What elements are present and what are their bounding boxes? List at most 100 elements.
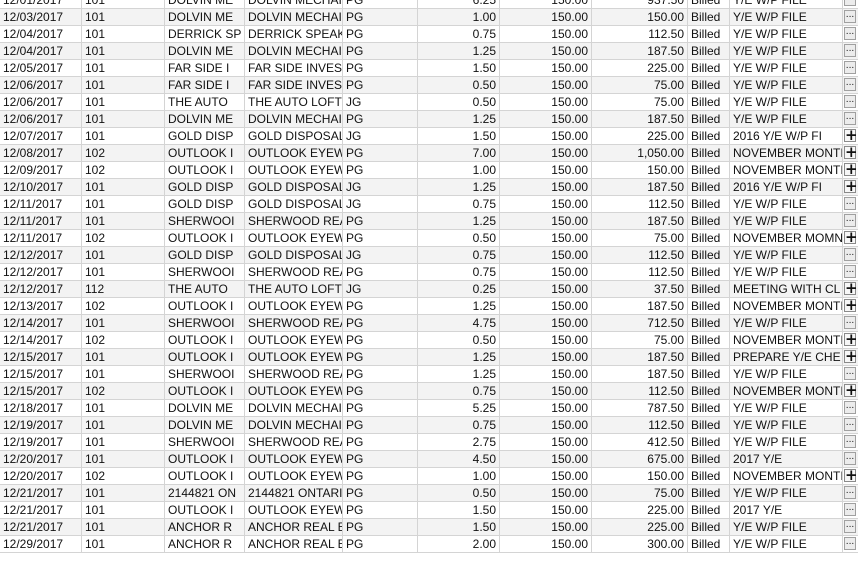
status-cell[interactable]: Billed bbox=[688, 94, 730, 110]
client-name-cell[interactable]: ANCHOR REAL E bbox=[245, 519, 343, 535]
table-row[interactable]: 12/12/2017 101 SHERWOOI SHERWOOD REA PG 0.75 1… bbox=[0, 264, 858, 281]
amount-cell[interactable]: 112.50 bbox=[592, 417, 688, 433]
entry-date-cell[interactable]: 12/19/2017 bbox=[0, 417, 82, 433]
expand-plus-button[interactable]: + bbox=[844, 468, 858, 484]
hours-cell[interactable]: 1.00 bbox=[418, 468, 500, 484]
more-options-button[interactable]: ... bbox=[844, 367, 856, 380]
description-cell[interactable]: NOVEMBER MONTI bbox=[730, 332, 843, 348]
client-name-cell[interactable]: SHERWOOD REA bbox=[245, 434, 343, 450]
more-options-button[interactable]: ... bbox=[844, 197, 856, 210]
client-name-cell[interactable]: OUTLOOK EYEWI bbox=[245, 298, 343, 314]
more-options-button[interactable]: ... bbox=[844, 452, 856, 465]
rate-cell[interactable]: 150.00 bbox=[500, 349, 592, 365]
employee-cell[interactable]: PG bbox=[343, 417, 418, 433]
entry-date-cell[interactable]: 12/12/2017 bbox=[0, 281, 82, 297]
employee-cell[interactable]: PG bbox=[343, 111, 418, 127]
more-options-button[interactable]: ... bbox=[844, 435, 856, 448]
client-code-cell[interactable]: DOLVIN ME bbox=[165, 9, 245, 25]
employee-cell[interactable]: PG bbox=[343, 468, 418, 484]
task-code-cell[interactable]: 102 bbox=[82, 332, 165, 348]
more-options-button[interactable]: ... bbox=[844, 537, 856, 550]
rate-cell[interactable]: 150.00 bbox=[500, 383, 592, 399]
task-code-cell[interactable]: 101 bbox=[82, 26, 165, 42]
entry-date-cell[interactable]: 12/12/2017 bbox=[0, 247, 82, 263]
entry-date-cell[interactable]: 12/20/2017 bbox=[0, 468, 82, 484]
rate-cell[interactable]: 150.00 bbox=[500, 60, 592, 76]
client-code-cell[interactable]: SHERWOOI bbox=[165, 213, 245, 229]
amount-cell[interactable]: 112.50 bbox=[592, 264, 688, 280]
table-row[interactable]: 12/19/2017 101 DOLVIN ME DOLVIN MECHAI PG 0.7… bbox=[0, 417, 858, 434]
rate-cell[interactable]: 150.00 bbox=[500, 26, 592, 42]
amount-cell[interactable]: 187.50 bbox=[592, 111, 688, 127]
rate-cell[interactable]: 150.00 bbox=[500, 230, 592, 246]
description-cell[interactable]: PREPARE Y/E CHE bbox=[730, 349, 843, 365]
entry-date-cell[interactable]: 12/19/2017 bbox=[0, 434, 82, 450]
entry-date-cell[interactable]: 12/01/2017 bbox=[0, 0, 82, 8]
task-code-cell[interactable]: 101 bbox=[82, 536, 165, 552]
client-code-cell[interactable]: OUTLOOK I bbox=[165, 230, 245, 246]
table-row[interactable]: 12/06/2017 101 DOLVIN ME DOLVIN MECHAI PG 1.2… bbox=[0, 111, 858, 128]
more-options-button[interactable]: ... bbox=[844, 10, 856, 23]
rate-cell[interactable]: 150.00 bbox=[500, 9, 592, 25]
client-name-cell[interactable]: DOLVIN MECHAI bbox=[245, 400, 343, 416]
task-code-cell[interactable]: 101 bbox=[82, 366, 165, 382]
entry-date-cell[interactable]: 12/15/2017 bbox=[0, 349, 82, 365]
client-name-cell[interactable]: DERRICK SPEAKN bbox=[245, 26, 343, 42]
description-cell[interactable]: Y/E W/P FILE bbox=[730, 60, 843, 76]
status-cell[interactable]: Billed bbox=[688, 366, 730, 382]
client-name-cell[interactable]: OUTLOOK EYEWI bbox=[245, 502, 343, 518]
table-row[interactable]: 12/21/2017 101 2144821 ON 2144821 ONTARI PG 0… bbox=[0, 485, 858, 502]
amount-cell[interactable]: 112.50 bbox=[592, 383, 688, 399]
client-code-cell[interactable]: DOLVIN ME bbox=[165, 417, 245, 433]
task-code-cell[interactable]: 112 bbox=[82, 281, 165, 297]
entry-date-cell[interactable]: 12/06/2017 bbox=[0, 94, 82, 110]
description-cell[interactable]: Y/E W/P FILE bbox=[730, 400, 843, 416]
description-cell[interactable]: Y/E W/P FILE bbox=[730, 196, 843, 212]
rate-cell[interactable]: 150.00 bbox=[500, 315, 592, 331]
client-name-cell[interactable]: GOLD DISPOSAL bbox=[245, 247, 343, 263]
amount-cell[interactable]: 225.00 bbox=[592, 502, 688, 518]
description-cell[interactable]: NOVEMBER MONTI bbox=[730, 298, 843, 314]
hours-cell[interactable]: 0.50 bbox=[418, 94, 500, 110]
expand-plus-button[interactable]: + bbox=[844, 332, 858, 348]
client-code-cell[interactable]: ANCHOR R bbox=[165, 519, 245, 535]
client-code-cell[interactable]: GOLD DISP bbox=[165, 128, 245, 144]
employee-cell[interactable]: JG bbox=[343, 247, 418, 263]
status-cell[interactable]: Billed bbox=[688, 77, 730, 93]
rate-cell[interactable]: 150.00 bbox=[500, 281, 592, 297]
client-code-cell[interactable]: ANCHOR R bbox=[165, 536, 245, 552]
task-code-cell[interactable]: 101 bbox=[82, 247, 165, 263]
employee-cell[interactable]: PG bbox=[343, 315, 418, 331]
client-code-cell[interactable]: GOLD DISP bbox=[165, 196, 245, 212]
expand-plus-button[interactable]: + bbox=[844, 128, 858, 144]
hours-cell[interactable]: 0.50 bbox=[418, 230, 500, 246]
more-options-button[interactable]: ... bbox=[844, 503, 856, 516]
client-code-cell[interactable]: OUTLOOK I bbox=[165, 162, 245, 178]
amount-cell[interactable]: 150.00 bbox=[592, 9, 688, 25]
amount-cell[interactable]: 37.50 bbox=[592, 281, 688, 297]
more-options-button[interactable]: ... bbox=[844, 27, 856, 40]
amount-cell[interactable]: 187.50 bbox=[592, 349, 688, 365]
more-options-button[interactable]: ... bbox=[844, 316, 856, 329]
amount-cell[interactable]: 300.00 bbox=[592, 536, 688, 552]
description-cell[interactable]: Y/E W/P FILE bbox=[730, 264, 843, 280]
task-code-cell[interactable]: 102 bbox=[82, 162, 165, 178]
entry-date-cell[interactable]: 12/15/2017 bbox=[0, 366, 82, 382]
entry-date-cell[interactable]: 12/21/2017 bbox=[0, 502, 82, 518]
description-cell[interactable]: Y/E W/P FILE bbox=[730, 94, 843, 110]
rate-cell[interactable]: 150.00 bbox=[500, 519, 592, 535]
client-name-cell[interactable]: OUTLOOK EYEWI bbox=[245, 332, 343, 348]
status-cell[interactable]: Billed bbox=[688, 230, 730, 246]
expand-plus-button[interactable]: + bbox=[844, 230, 858, 246]
amount-cell[interactable]: 187.50 bbox=[592, 298, 688, 314]
client-name-cell[interactable]: FAR SIDE INVESTI bbox=[245, 77, 343, 93]
entry-date-cell[interactable]: 12/20/2017 bbox=[0, 451, 82, 467]
task-code-cell[interactable]: 101 bbox=[82, 9, 165, 25]
client-code-cell[interactable]: OUTLOOK I bbox=[165, 349, 245, 365]
client-code-cell[interactable]: THE AUTO bbox=[165, 281, 245, 297]
entry-date-cell[interactable]: 12/06/2017 bbox=[0, 77, 82, 93]
client-code-cell[interactable]: FAR SIDE I bbox=[165, 77, 245, 93]
employee-cell[interactable]: JG bbox=[343, 281, 418, 297]
hours-cell[interactable]: 0.75 bbox=[418, 383, 500, 399]
status-cell[interactable]: Billed bbox=[688, 145, 730, 161]
